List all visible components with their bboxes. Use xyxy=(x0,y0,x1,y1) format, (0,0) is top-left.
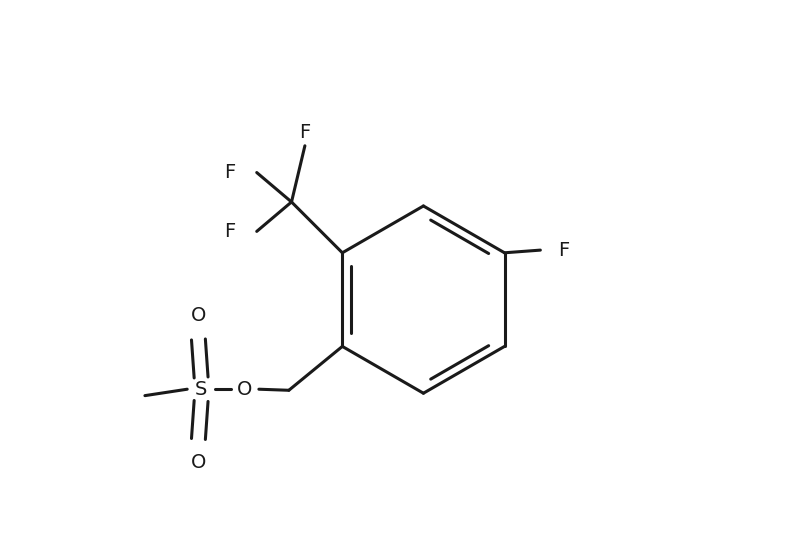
Text: O: O xyxy=(191,307,206,325)
Text: F: F xyxy=(224,163,236,182)
Text: F: F xyxy=(224,222,236,241)
Text: O: O xyxy=(191,453,206,472)
Text: F: F xyxy=(558,241,569,259)
Text: F: F xyxy=(299,123,310,142)
Text: S: S xyxy=(195,380,207,399)
Text: O: O xyxy=(237,380,253,399)
